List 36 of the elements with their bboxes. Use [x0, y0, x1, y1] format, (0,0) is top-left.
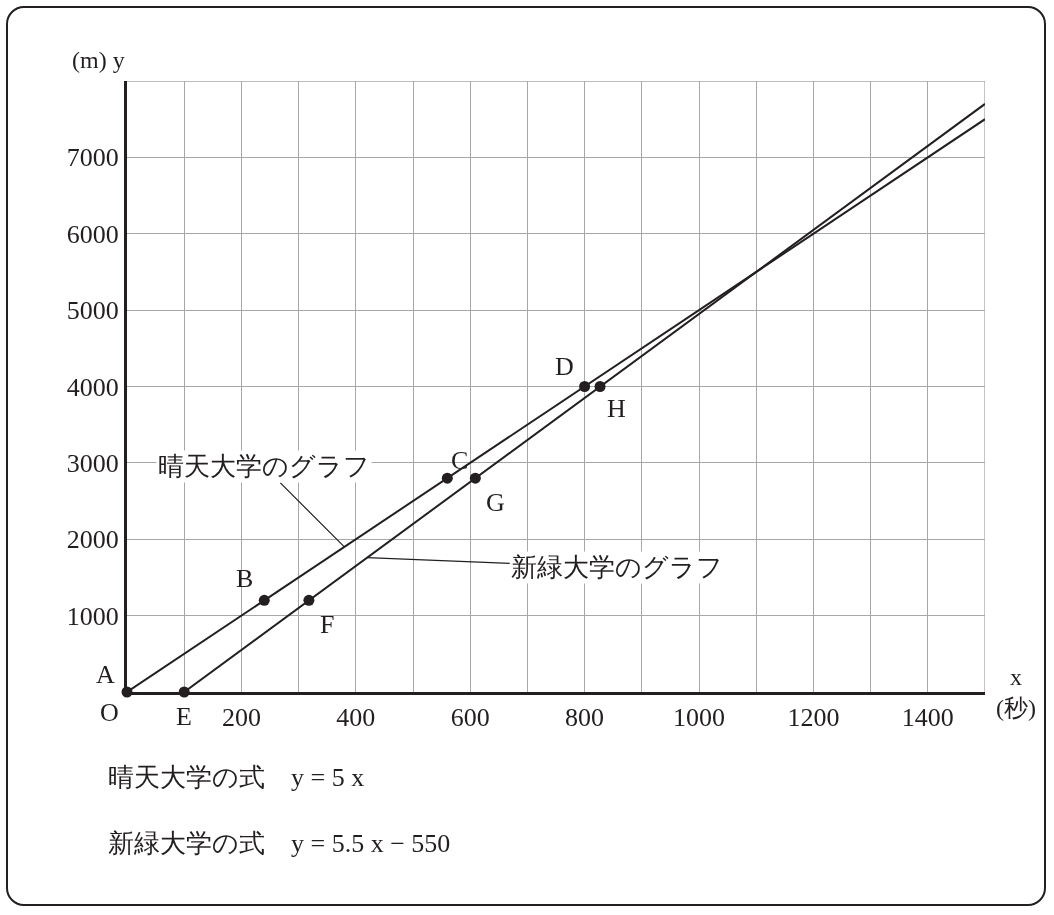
x-tick-label: 1400 [901, 703, 954, 733]
annotation: D [555, 352, 574, 381]
y-tick-label: 4000 [66, 372, 119, 402]
annotation: E [176, 702, 192, 731]
point [579, 381, 591, 392]
annotation: C [451, 446, 469, 475]
x-tick-label: 400 [336, 703, 376, 733]
annotation: O [100, 698, 119, 727]
annotation: 新緑大学のグラフ [511, 553, 723, 582]
point [258, 594, 270, 606]
annotation: 晴天大学のグラフ [158, 452, 370, 481]
y-tick-label: 2000 [66, 525, 119, 555]
annotation: G [486, 488, 505, 517]
point [594, 381, 606, 392]
annotation: H [607, 394, 626, 423]
text: 新緑大学の式 y = 5.5 x − 550 [108, 829, 451, 858]
y-tick-label: 6000 [66, 219, 119, 249]
y-axis-title: (m) y [72, 47, 125, 73]
x-tick-label: 1000 [673, 703, 725, 733]
x-axis-title: x (秒) [996, 664, 1036, 722]
y-tick-label: 5000 [66, 296, 119, 326]
x-tick-label: 800 [565, 703, 605, 733]
text: 晴天大学の式 y = 5 x [108, 763, 365, 792]
y-tick-label: 7000 [66, 143, 119, 173]
x-tick-label: 200 [221, 703, 261, 733]
point [178, 686, 190, 698]
annotation: B [236, 564, 254, 593]
y-tick-label: 1000 [66, 601, 119, 631]
point [441, 472, 453, 484]
point [469, 472, 481, 484]
annotation: A [96, 660, 115, 689]
annotation: F [320, 610, 335, 639]
x-tick-label: 600 [450, 703, 490, 733]
point [303, 594, 315, 606]
x-tick-label: 1200 [787, 703, 840, 733]
y-tick-label: 3000 [66, 448, 119, 478]
